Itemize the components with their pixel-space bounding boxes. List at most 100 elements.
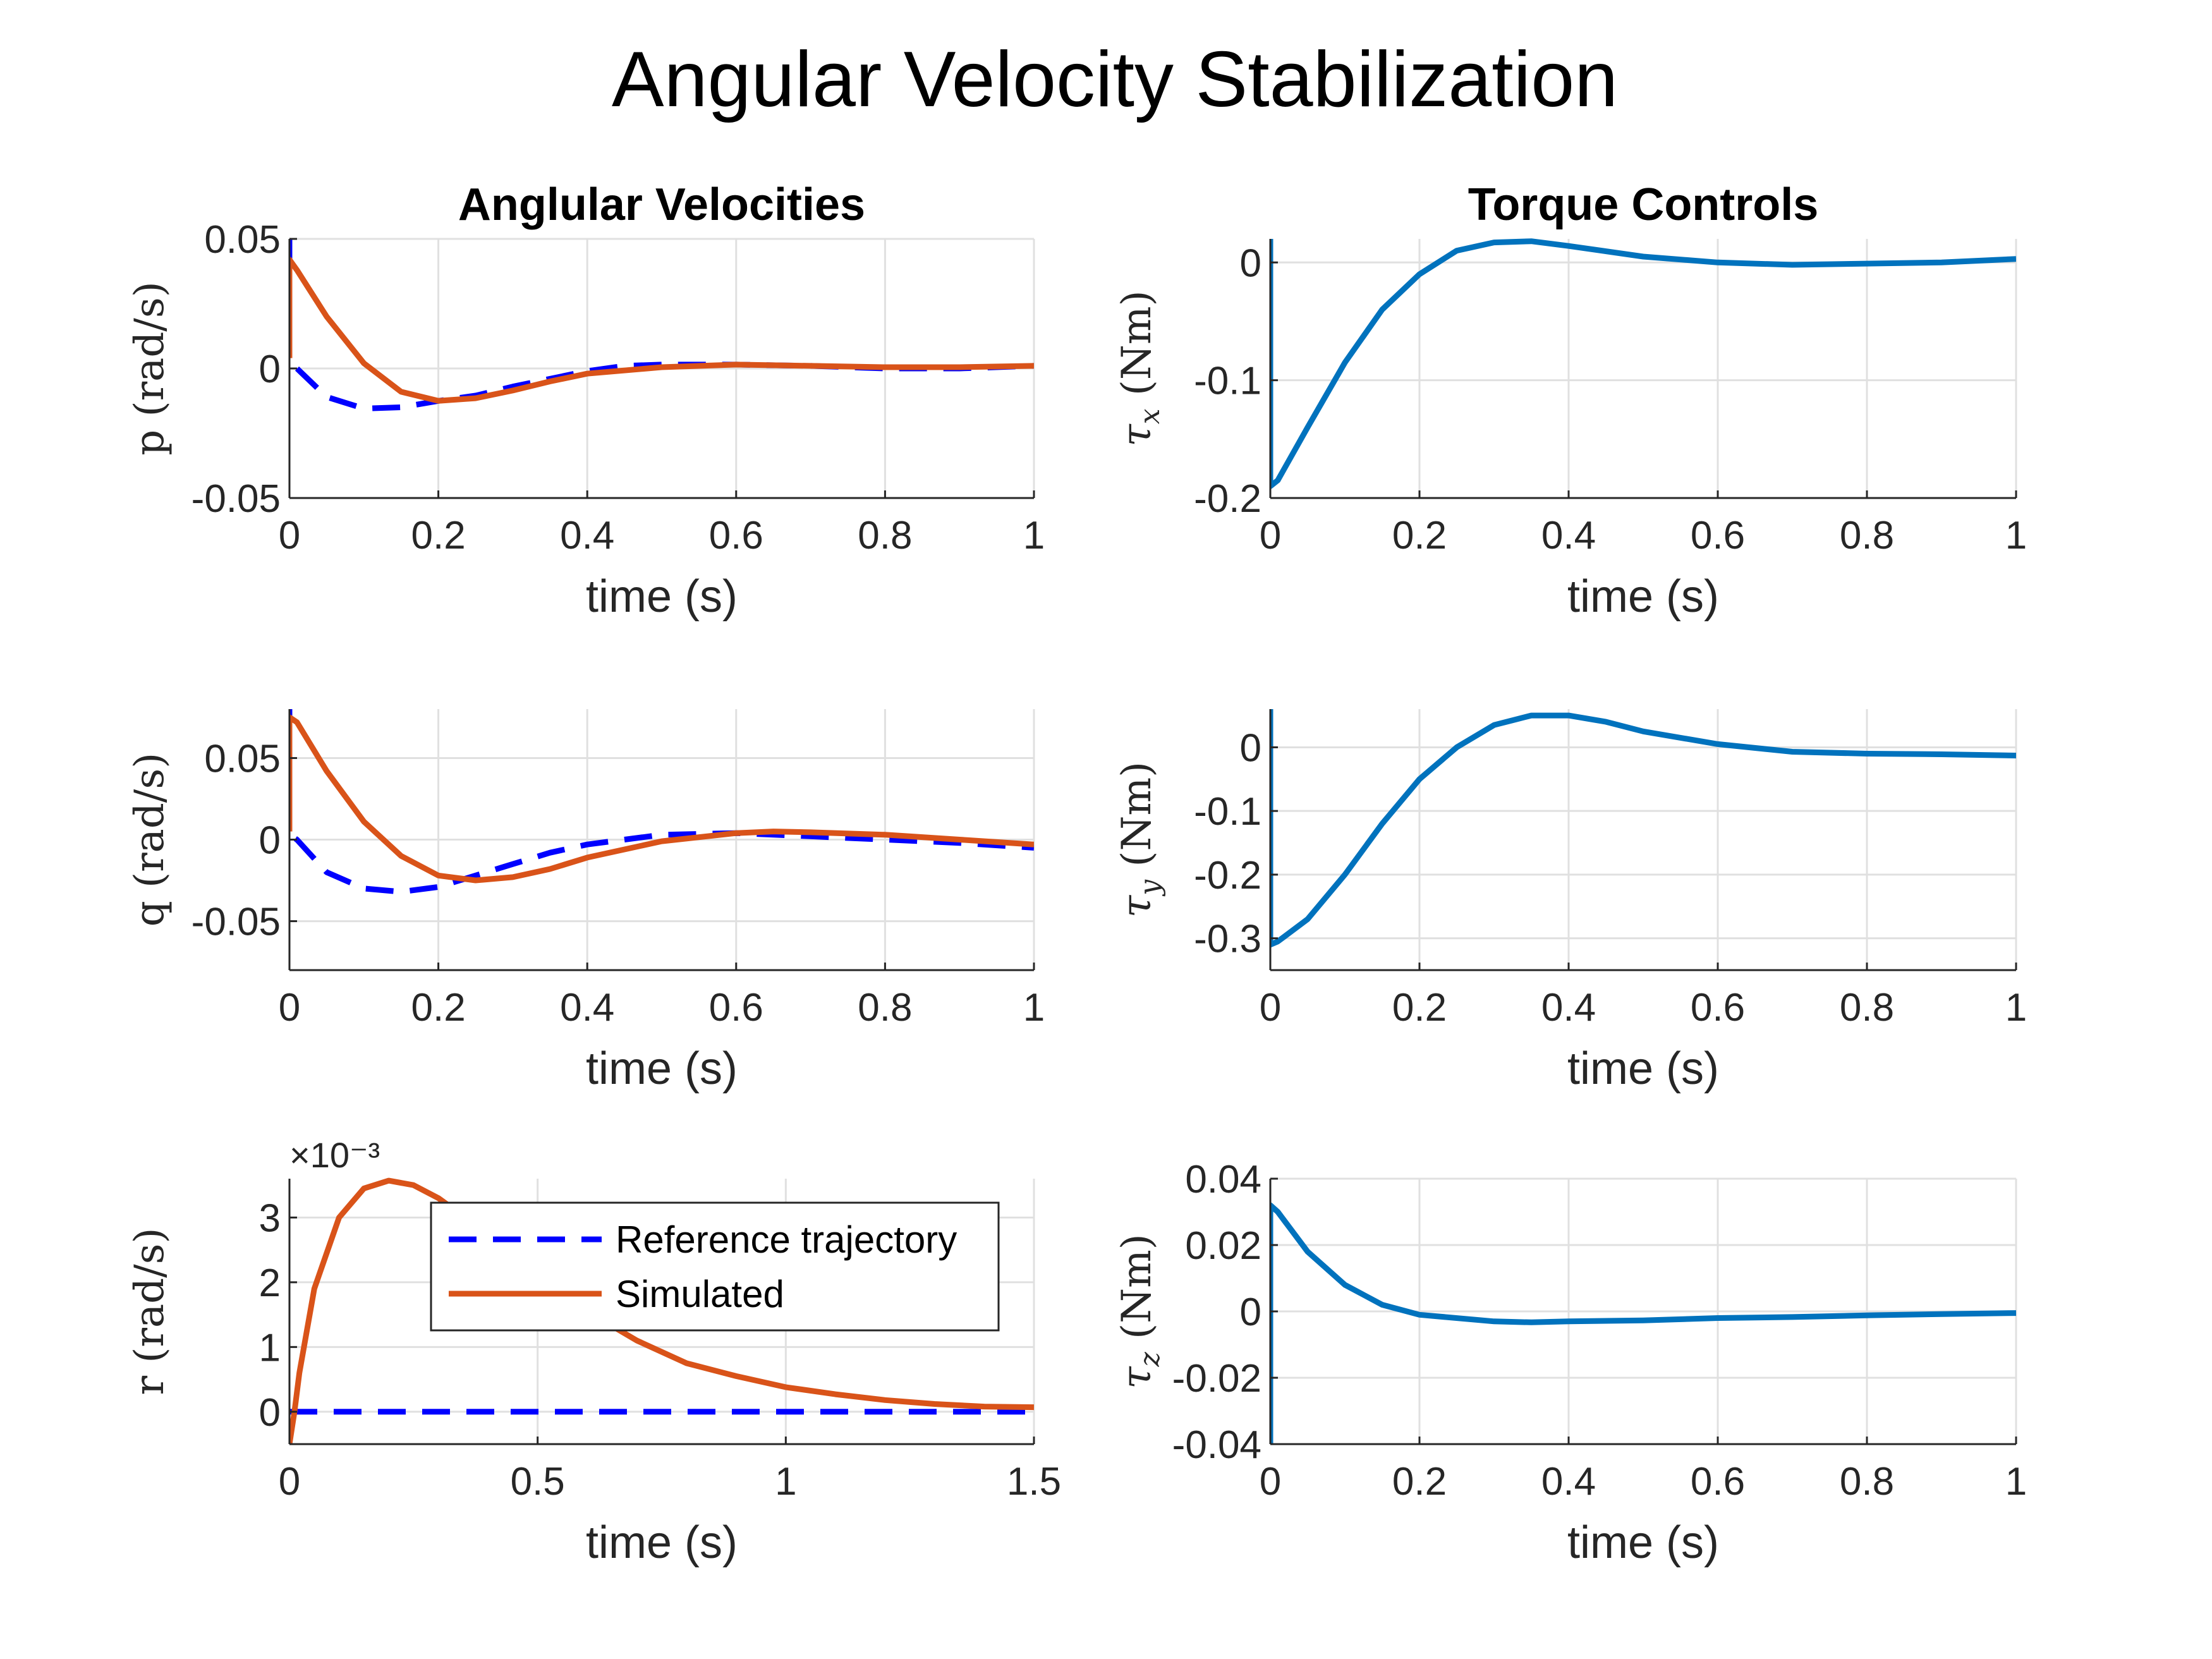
figure-title: Angular Velocity Stabilization	[612, 36, 1618, 123]
x-tick-label: 0.2	[1392, 986, 1447, 1030]
y-axis-label: p (rad/s)	[126, 281, 173, 455]
reference-line	[289, 709, 1034, 895]
x-tick-label: 0.6	[709, 514, 763, 557]
tau_y-line	[1270, 709, 2016, 948]
legend-label: Simulated	[616, 1273, 784, 1315]
x-tick-label: 1	[1023, 514, 1045, 557]
y-label-symbol: τ	[1114, 894, 1160, 918]
x-tick-label: 0.8	[858, 514, 912, 557]
y-tick-label: -0.05	[191, 901, 281, 944]
y-tick-label: 1	[259, 1326, 281, 1370]
simulated-line	[289, 257, 1034, 404]
y-tick-label: 0	[259, 819, 281, 863]
y-axis-label: τy (Nm)	[1114, 762, 1166, 918]
x-tick-label: 0	[279, 1460, 300, 1504]
x-axis-label: time (s)	[1567, 1517, 1719, 1568]
y-tick-label: -0.05	[191, 477, 281, 521]
plot-area	[1270, 238, 2016, 489]
x-tick-label: 0.8	[1840, 986, 1894, 1030]
y-tick-label: 3	[259, 1196, 281, 1240]
plot-area	[289, 709, 1034, 895]
y-label-unit: (Nm)	[1114, 762, 1160, 880]
x-tick-label: 0.4	[1541, 1460, 1596, 1504]
x-tick-label: 0.5	[511, 1460, 565, 1504]
y-tick-label: 0	[1240, 726, 1261, 770]
x-tick-label: 0.6	[1691, 986, 1745, 1030]
x-tick-label: 0.8	[858, 986, 912, 1030]
x-tick-label: 1	[2005, 986, 2027, 1030]
x-tick-label: 0.8	[1840, 514, 1894, 557]
simulated-line	[289, 714, 1034, 884]
y-tick-label: -0.1	[1194, 790, 1261, 834]
x-tick-label: 0.8	[1840, 1460, 1894, 1504]
legend: Reference trajectory Simulated	[430, 1201, 1000, 1332]
tau_z-line	[1270, 1202, 2016, 1444]
subplot-title: Anglular Velocities	[458, 179, 865, 230]
x-tick-label: 0.4	[560, 514, 614, 557]
x-tick-label: 0.2	[411, 986, 465, 1030]
y-tick-label: -0.02	[1172, 1357, 1261, 1401]
x-tick-label: 0.6	[709, 986, 763, 1030]
y-label-symbol: τ	[1114, 1366, 1160, 1389]
x-tick-label: 0.2	[1392, 1460, 1447, 1504]
legend-label: Reference trajectory	[616, 1218, 957, 1261]
subplot-q: 0 0.2 0.4 0.6 0.8 1 -0.05 0 0.05 time (s) q (rad/s…	[126, 709, 1045, 1094]
x-tick-label: 1	[2005, 514, 2027, 557]
y-tick-label: -0.2	[1194, 477, 1261, 521]
y-label-unit: (Nm)	[1114, 1234, 1160, 1352]
plot-area	[1270, 1202, 2016, 1444]
x-tick-label: 0	[1260, 514, 1281, 557]
y-tick-label: 0	[259, 1391, 281, 1435]
x-tick-label: 0.6	[1691, 514, 1745, 557]
legend-box	[430, 1201, 1000, 1332]
x-tick-label: 0.4	[560, 986, 614, 1030]
x-tick-label: 0	[1260, 1460, 1281, 1504]
reference-line	[289, 239, 1034, 411]
x-axis-label: time (s)	[586, 1043, 738, 1094]
x-tick-label: 0	[279, 986, 300, 1030]
y-axis-label: τx (Nm)	[1114, 290, 1166, 446]
x-tick-label: 1.5	[1007, 1460, 1061, 1504]
y-tick-label: 0	[259, 348, 281, 391]
y-tick-label: -0.2	[1194, 854, 1261, 897]
subplot-title: Torque Controls	[1468, 179, 1819, 230]
y-tick-label: 0.04	[1185, 1158, 1261, 1201]
x-tick-label: 0.4	[1541, 986, 1596, 1030]
x-axis-label: time (s)	[586, 1517, 738, 1568]
x-tick-label: 0.2	[411, 514, 465, 557]
plot-area	[1270, 709, 2016, 948]
subplot-tau_z: 0 0.2 0.4 0.6 0.8 1 -0.04 -0.02 0 0.02 0.04 time (s…	[1114, 1158, 2027, 1568]
x-tick-label: 0	[1260, 986, 1281, 1030]
y-tick-label: 0.05	[204, 737, 281, 781]
x-axis-label: time (s)	[586, 571, 738, 622]
y-axis-label: q (rad/s)	[126, 753, 173, 927]
y-tick-label: 0.02	[1185, 1224, 1261, 1268]
axis-exponent-label: ×10⁻³	[289, 1135, 380, 1175]
y-label-subscript: y	[1134, 879, 1166, 897]
y-tick-label: -0.3	[1194, 918, 1261, 961]
y-axis-label: r (rad/s)	[126, 1228, 173, 1395]
x-tick-label: 1	[1023, 986, 1045, 1030]
x-tick-label: 0.2	[1392, 514, 1447, 557]
y-tick-label: -0.04	[1172, 1423, 1261, 1467]
y-axis-label: τz (Nm)	[1114, 1234, 1166, 1389]
y-label-symbol: τ	[1114, 423, 1160, 447]
x-tick-label: 0.4	[1541, 514, 1596, 557]
x-tick-label: 0	[279, 514, 300, 557]
y-label-unit: (Nm)	[1114, 290, 1160, 408]
x-axis-label: time (s)	[1567, 571, 1719, 622]
y-tick-label: -0.1	[1194, 360, 1261, 403]
y-label-subscript: x	[1134, 408, 1166, 424]
plot-area	[289, 239, 1034, 411]
y-tick-label: 2	[259, 1261, 281, 1305]
subplot-tau_y: 0 0.2 0.4 0.6 0.8 1 -0.3 -0.2 -0.1 0 time (s) τy (N…	[1114, 709, 2027, 1094]
x-tick-label: 0.6	[1691, 1460, 1745, 1504]
subplot-r: 0 0.5 1 1.5 0 1 2 3 time (s) r (rad/s) ×10⁻³ Refere…	[126, 1135, 1061, 1568]
x-tick-label: 1	[775, 1460, 796, 1504]
y-tick-label: 0.05	[204, 218, 281, 262]
y-label-subscript: z	[1134, 1351, 1166, 1367]
subplot-tau_x: 0 0.2 0.4 0.6 0.8 1 -0.2 -0.1 0 time (s) τx (Nm) To…	[1114, 179, 2027, 622]
